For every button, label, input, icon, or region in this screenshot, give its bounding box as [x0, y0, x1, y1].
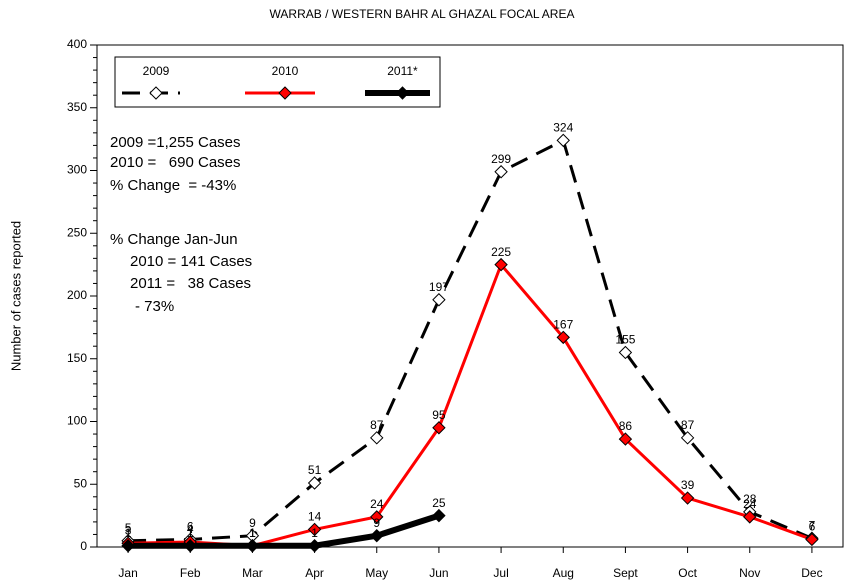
- marker: [307, 539, 322, 553]
- data-label: 4: [187, 522, 194, 536]
- chart-title: WARRAB / WESTERN BAHR AL GHAZAL FOCAL AR…: [270, 7, 575, 21]
- data-label: 87: [681, 418, 695, 432]
- y-tick-label: 100: [67, 414, 87, 428]
- data-label: 87: [370, 418, 384, 432]
- data-label: 51: [308, 463, 322, 477]
- x-tick-label: Mar: [242, 566, 263, 580]
- marker: [680, 491, 695, 505]
- y-tick-label: 150: [67, 351, 87, 365]
- data-label: 5: [125, 521, 132, 535]
- annotation: 2011 = 38 Cases: [130, 275, 251, 292]
- data-label: 28: [743, 492, 757, 506]
- legend-marker: [149, 86, 163, 100]
- data-label: 1: [249, 526, 256, 540]
- marker: [245, 539, 260, 553]
- data-label: 197: [429, 280, 449, 294]
- x-tick-label: Sept: [613, 566, 638, 580]
- marker: [370, 528, 384, 543]
- x-tick-label: May: [365, 566, 388, 580]
- annotation: 2010 = 141 Cases: [130, 253, 252, 270]
- data-label: 24: [743, 497, 757, 511]
- annotation: % Change Jan-Jun: [110, 231, 238, 248]
- data-label: 39: [681, 478, 695, 492]
- x-tick-label: Nov: [739, 566, 760, 580]
- data-label: 6: [809, 520, 816, 534]
- series-line: [128, 138, 813, 543]
- marker: [370, 431, 384, 445]
- legend-label: 2009: [143, 64, 170, 78]
- plot-frame: [96, 44, 844, 548]
- x-tick-label: Jan: [118, 566, 137, 580]
- y-tick-label: 300: [67, 163, 87, 177]
- y-tick-label: 400: [67, 37, 87, 51]
- data-label: 225: [491, 245, 511, 259]
- marker: [618, 345, 633, 360]
- marker: [432, 421, 446, 435]
- marker: [680, 431, 695, 445]
- x-tick-label: Dec: [801, 566, 822, 580]
- x-tick-label: Jun: [429, 566, 448, 580]
- marker: [370, 510, 384, 524]
- marker: [618, 432, 633, 446]
- marker: [183, 539, 197, 553]
- legend-box: [114, 56, 441, 108]
- data-label: 324: [553, 121, 573, 135]
- data-label: 155: [615, 333, 635, 347]
- y-tick-label: 0: [80, 539, 87, 553]
- series-line: [128, 261, 813, 548]
- marker: [307, 522, 322, 537]
- data-label: 299: [491, 152, 511, 166]
- marker: [432, 293, 446, 307]
- x-tick-label: Aug: [553, 566, 574, 580]
- data-label: 7: [809, 518, 816, 532]
- data-label: 95: [432, 408, 446, 422]
- legend-label: 2010: [272, 64, 299, 78]
- data-label: 1: [187, 526, 194, 540]
- marker: [432, 508, 446, 523]
- marker: [494, 257, 508, 272]
- legend-marker: [395, 86, 410, 100]
- x-tick-label: Oct: [678, 566, 697, 580]
- y-tick-label: 50: [74, 476, 88, 490]
- x-tick-label: Apr: [305, 566, 324, 580]
- x-tick-label: Feb: [180, 566, 201, 580]
- annotation: 2009 =1,255 Cases: [110, 134, 241, 151]
- marker: [121, 539, 135, 553]
- marker: [307, 476, 322, 490]
- y-tick-label: 350: [67, 100, 87, 114]
- data-label: 1: [125, 526, 132, 540]
- data-label: 3: [125, 523, 132, 537]
- series-line: [128, 512, 440, 549]
- marker: [494, 165, 508, 179]
- data-label: 24: [370, 497, 384, 511]
- marker: [743, 510, 757, 524]
- y-axis-label: Number of cases reported: [8, 221, 23, 371]
- marker: [556, 133, 570, 148]
- annotation: % Change = -43%: [110, 177, 236, 194]
- data-label: 1: [249, 526, 256, 540]
- data-label: 14: [308, 510, 322, 524]
- data-label: 25: [432, 496, 446, 510]
- marker: [556, 330, 570, 345]
- annotation: - 73%: [135, 298, 174, 315]
- data-label: 167: [553, 318, 573, 332]
- y-tick-label: 250: [67, 225, 87, 239]
- marker: [805, 532, 819, 547]
- data-label: 9: [373, 516, 380, 530]
- data-label: 6: [187, 520, 194, 534]
- x-tick-label: Jul: [493, 566, 508, 580]
- legend-label: 2011*: [387, 64, 418, 78]
- data-label: 9: [249, 516, 256, 530]
- legend-marker: [278, 86, 292, 100]
- y-tick-label: 200: [67, 288, 87, 302]
- data-label: 86: [619, 419, 633, 433]
- annotation: 2010 = 690 Cases: [110, 154, 241, 171]
- data-label: 1: [311, 526, 318, 540]
